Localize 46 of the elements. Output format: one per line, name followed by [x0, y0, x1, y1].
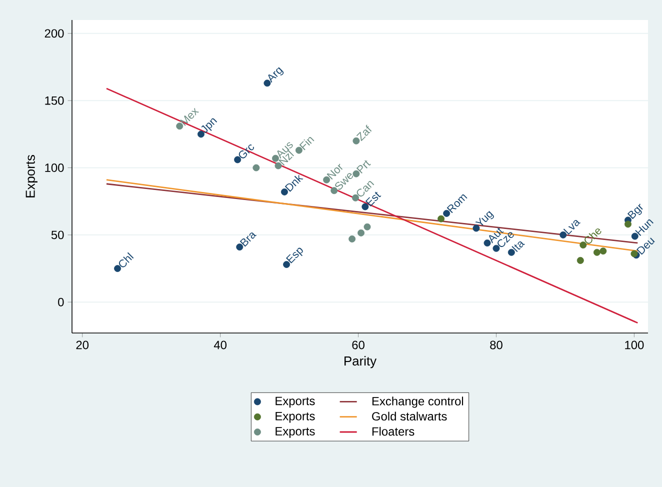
data-label: Chl [118, 252, 134, 268]
data-label: Arg [268, 67, 284, 83]
data-label: Dnk [284, 174, 304, 192]
data-label: Bra [240, 232, 257, 247]
x-tick-label: 60 [352, 340, 364, 350]
y-tick-label: 150 [45, 96, 64, 105]
data-label: Yug [475, 210, 494, 226]
legend-label: Exchange control [372, 396, 464, 408]
y-axis-title: Exports [26, 154, 38, 198]
legend-label: Exports [276, 412, 315, 423]
data-label: Jpn [201, 118, 218, 133]
point [472, 224, 480, 232]
legend-label: Gold stalwarts [372, 412, 447, 421]
data-label: Fin [299, 137, 314, 150]
legend-label: Exports [276, 427, 315, 438]
x-axis-title: Parity [344, 356, 377, 368]
y-tick-label: 0 [58, 298, 64, 306]
data-label: Prt [356, 160, 371, 174]
data-label: Grc [238, 144, 254, 158]
x-tick-label: 80 [490, 340, 502, 350]
y-tick-label: 200 [44, 29, 64, 38]
x-tick-label: 100 [625, 340, 644, 350]
point [358, 229, 365, 236]
data-label: Bgr [627, 204, 643, 220]
x-tick-label: 20 [76, 340, 89, 350]
data-label: Che [584, 228, 602, 244]
point [593, 248, 600, 256]
point [364, 223, 371, 230]
y-tick-label: 50 [51, 230, 64, 240]
y-tick-label: 100 [45, 164, 64, 172]
data-label: Deu [636, 238, 655, 255]
point [624, 220, 632, 228]
point [576, 256, 584, 264]
point [252, 164, 260, 172]
legend-label: Floaters [372, 426, 414, 436]
data-label: Mex [180, 108, 200, 126]
point [600, 248, 607, 255]
x-tick-label: 40 [214, 340, 227, 350]
data-label: Hun [635, 219, 654, 236]
legend-label: Exports [276, 396, 315, 408]
data-label: Ita [512, 241, 525, 252]
data-label: Zaf [356, 124, 372, 142]
data-label: Lva [563, 220, 581, 235]
point [348, 235, 356, 242]
point [438, 215, 445, 222]
data-label: Esp [286, 248, 303, 264]
